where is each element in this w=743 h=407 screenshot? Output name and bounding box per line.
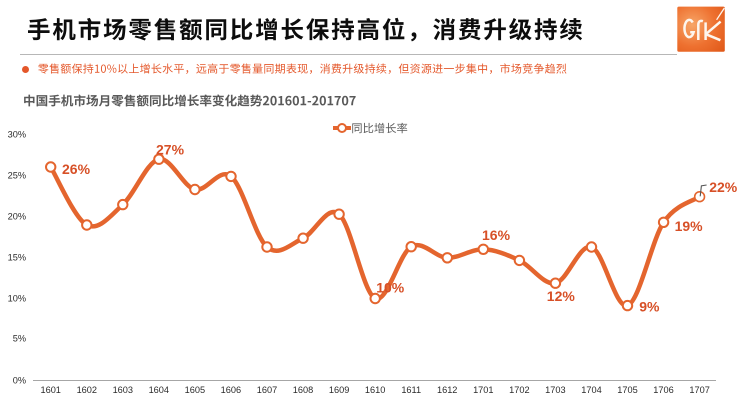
- svg-text:1608: 1608: [293, 385, 313, 395]
- svg-text:1604: 1604: [149, 385, 169, 395]
- svg-text:1603: 1603: [113, 385, 133, 395]
- svg-text:10%: 10%: [376, 280, 405, 296]
- svg-text:16%: 16%: [482, 227, 511, 243]
- svg-text:27%: 27%: [156, 141, 185, 157]
- svg-text:30%: 30%: [8, 129, 26, 139]
- svg-text:1601: 1601: [40, 385, 60, 395]
- svg-text:1602: 1602: [77, 385, 97, 395]
- svg-text:15%: 15%: [8, 252, 26, 262]
- svg-text:1701: 1701: [473, 385, 493, 395]
- svg-text:1704: 1704: [581, 385, 601, 395]
- svg-text:1609: 1609: [329, 385, 349, 395]
- svg-text:12%: 12%: [547, 288, 576, 304]
- svg-text:26%: 26%: [62, 161, 91, 177]
- svg-text:20%: 20%: [8, 211, 26, 221]
- svg-text:1703: 1703: [545, 385, 565, 395]
- svg-text:1705: 1705: [617, 385, 637, 395]
- svg-text:25%: 25%: [8, 170, 26, 180]
- svg-text:5%: 5%: [13, 333, 26, 343]
- svg-text:1707: 1707: [689, 385, 709, 395]
- svg-text:1607: 1607: [257, 385, 277, 395]
- svg-text:1702: 1702: [509, 385, 529, 395]
- svg-text:10%: 10%: [8, 293, 26, 303]
- svg-text:0%: 0%: [13, 375, 26, 385]
- svg-text:1611: 1611: [401, 385, 421, 395]
- svg-text:1606: 1606: [221, 385, 241, 395]
- svg-text:1612: 1612: [437, 385, 457, 395]
- svg-text:9%: 9%: [639, 298, 660, 314]
- svg-text:1610: 1610: [365, 385, 385, 395]
- svg-text:1706: 1706: [653, 385, 673, 395]
- svg-text:1605: 1605: [185, 385, 205, 395]
- svg-text:22%: 22%: [709, 179, 738, 195]
- svg-text:19%: 19%: [675, 218, 704, 234]
